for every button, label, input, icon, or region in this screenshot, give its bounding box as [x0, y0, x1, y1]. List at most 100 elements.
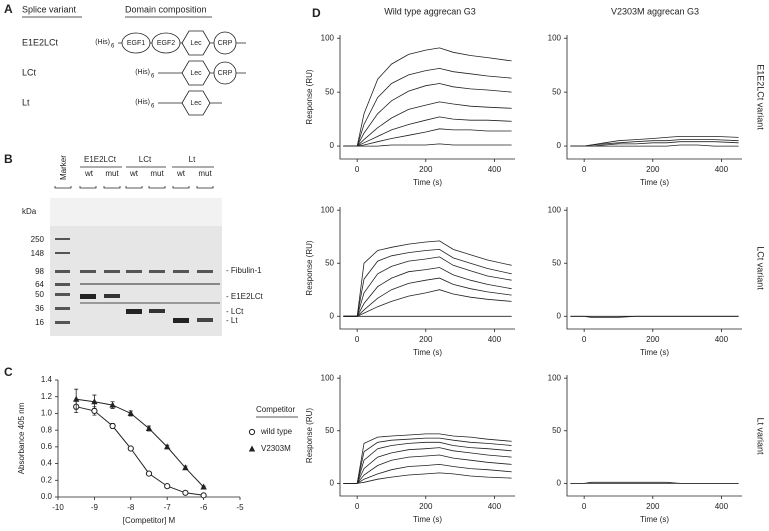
domain: EGF1 [127, 40, 145, 47]
lane-header: Marker [59, 155, 68, 180]
domain: Lec [190, 100, 202, 107]
y-tick-label: 0 [330, 311, 335, 320]
y-tick-label: 0.0 [41, 492, 53, 501]
column-title: Wild type aggrecan G3 [384, 6, 476, 16]
y-tick-label: 0 [330, 478, 335, 487]
y-axis-label: Absorbance 405 nm [17, 402, 26, 474]
y-axis-label: Response (RU) [305, 408, 314, 463]
x-tick-label: 400 [488, 165, 502, 174]
variant-name: E1E2LCt [22, 37, 59, 47]
lane-header: mut [105, 169, 119, 178]
panel-label: D [312, 6, 321, 20]
domain: CRP [218, 70, 233, 77]
his-tag: (His) [135, 99, 150, 106]
panel-label: A [4, 2, 13, 16]
size-label: 250 [31, 235, 45, 244]
x-axis-label: Time (s) [413, 515, 442, 524]
x-tick-label: -9 [91, 503, 99, 512]
domain-shape [181, 30, 211, 56]
data-line [343, 83, 512, 147]
marker [164, 443, 171, 450]
x-tick-label: 400 [715, 335, 729, 344]
x-axis-label: Time (s) [640, 178, 669, 187]
size-label: 50 [35, 290, 44, 299]
domain-shape [213, 31, 237, 55]
marker [145, 424, 153, 431]
data-line [343, 67, 512, 147]
gel-bands [55, 238, 220, 324]
x-tick-label: -7 [164, 503, 172, 512]
marker [182, 489, 189, 496]
x-axis-label: [Competitor] M [123, 516, 176, 525]
lane-header: wt [176, 169, 186, 178]
x-tick-label: 400 [488, 335, 502, 344]
y-tick-label: 0 [330, 141, 335, 150]
x-tick-label: 200 [419, 335, 433, 344]
y-tick-label: 0.2 [41, 475, 53, 484]
x-tick-label: 0 [582, 335, 587, 344]
y-tick-label: 1.4 [41, 375, 53, 384]
x-tick-label: 0 [355, 502, 360, 511]
marker [145, 470, 153, 477]
y-tick-label: 100 [548, 205, 562, 214]
legend-label: V2303M [261, 444, 291, 453]
domain: EGF2 [157, 40, 175, 47]
data-line [343, 143, 512, 147]
y-tick-label: 50 [552, 258, 561, 267]
x-axis-label: Time (s) [413, 178, 442, 187]
group-header: E1E2LCt [84, 155, 117, 164]
data-line [343, 472, 512, 484]
x-tick-label: 200 [419, 165, 433, 174]
group-header: Lt [189, 155, 196, 164]
y-axis-label: Response (RU) [305, 240, 314, 295]
data-line [343, 289, 512, 317]
domain-shape [181, 60, 211, 86]
x-axis-label: Time (s) [640, 348, 669, 357]
marker [73, 395, 80, 402]
data-line [343, 437, 512, 484]
variant-name: LCt [22, 67, 37, 77]
data-line [570, 139, 739, 147]
data-line [343, 128, 512, 147]
data-line [343, 267, 512, 317]
x-tick-label: -5 [236, 503, 244, 512]
legend-title: Competitor [256, 405, 295, 414]
lane-header: wt [129, 169, 139, 178]
domain: CRP [218, 40, 233, 47]
column-title: V2303M aggrecan G3 [611, 6, 699, 16]
data-line [343, 47, 512, 147]
x-tick-label: 200 [646, 335, 660, 344]
x-tick-label: -8 [127, 503, 135, 512]
axis-line [566, 207, 742, 330]
y-tick-label: 100 [548, 373, 562, 382]
y-tick-label: 100 [321, 373, 335, 382]
data-line [570, 315, 739, 318]
y-tick-label: 0.8 [41, 425, 53, 434]
row-title: Lt variant [756, 417, 766, 455]
marker [127, 445, 134, 452]
x-tick-label: 0 [582, 165, 587, 174]
domain-shape [151, 32, 181, 54]
x-tick-label: -6 [200, 503, 208, 512]
lane-header: mut [198, 169, 212, 178]
x-tick-label: 400 [715, 502, 729, 511]
x-axis-label: Time (s) [413, 348, 442, 357]
size-label: 148 [31, 249, 45, 258]
data-line [343, 248, 512, 317]
data-line [343, 256, 512, 317]
y-tick-label: 50 [325, 87, 334, 96]
band-label: - Lt [226, 316, 238, 325]
y-tick-label: 0 [557, 478, 562, 487]
size-label: 36 [35, 304, 44, 313]
data-line [570, 481, 739, 484]
panel-b: B Marker E1E2LCt LCt Lt wt mut wt mut wt… [4, 152, 264, 336]
legend-marker [248, 445, 256, 452]
variant-name: Lt [22, 97, 30, 107]
marker [200, 492, 207, 499]
marker [109, 422, 116, 430]
data-line [343, 463, 512, 484]
size-label: 98 [35, 267, 44, 276]
group-header: LCt [139, 155, 152, 164]
unit-label: kDa [22, 207, 37, 216]
size-label: 16 [35, 318, 44, 327]
